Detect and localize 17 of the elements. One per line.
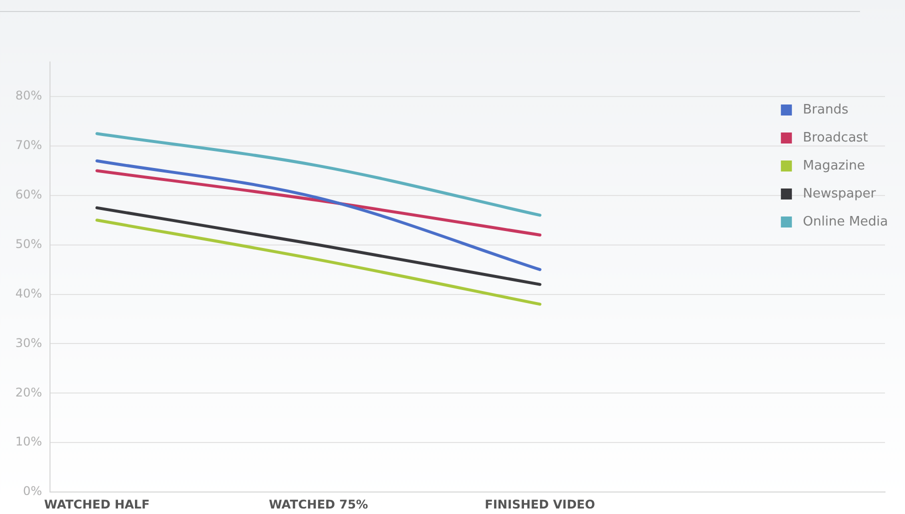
y-tick-label: 50% <box>15 237 42 251</box>
y-tick-label: 60% <box>15 188 42 202</box>
y-tick-label: 0% <box>22 484 42 498</box>
x-tick-label: FINISHED VIDEO <box>484 497 596 512</box>
y-tick-label: 70% <box>15 138 42 152</box>
legend-label: Online Media <box>802 214 888 230</box>
y-tick-label: 30% <box>15 336 42 350</box>
legend-label: Newspaper <box>802 186 876 202</box>
y-tick-label: 20% <box>15 385 42 400</box>
legend-label: Brands <box>802 102 849 118</box>
y-tick-label: 40% <box>15 286 42 300</box>
y-tick-label: 80% <box>15 88 42 103</box>
x-tick-label: WATCHED HALF <box>44 497 150 512</box>
y-tick-label: 10% <box>15 434 42 449</box>
x-tick-label: WATCHED 75% <box>268 497 368 512</box>
legend-label: Magazine <box>802 158 865 174</box>
legend-label: Broadcast <box>802 130 868 146</box>
